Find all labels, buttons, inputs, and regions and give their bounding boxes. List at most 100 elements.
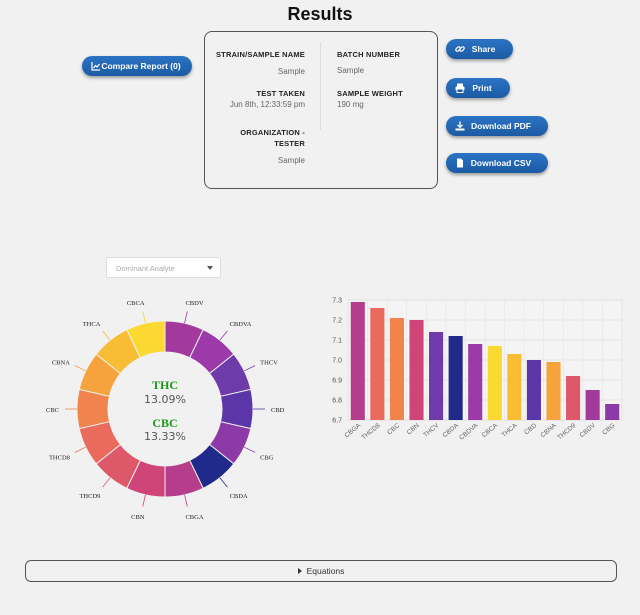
x-tick-label-thcd9: THCD9 [556, 422, 577, 442]
x-tick-label-cbca: CBCA [481, 422, 500, 439]
y-tick-label: 7.2 [332, 318, 342, 325]
download-csv-label: Download CSV [470, 158, 532, 168]
x-tick-label-cbdva: CBDVA [458, 422, 480, 442]
sample-weight-value: 190 mg [337, 100, 364, 109]
dominant-analyte-select[interactable]: Dominant Analyte [106, 257, 221, 278]
x-tick-label-cbga: CBGA [343, 422, 362, 440]
x-tick-label-thca: THCA [501, 422, 520, 439]
batch-value: Sample [337, 66, 365, 75]
bar-cbdv[interactable] [585, 390, 600, 420]
printer-icon [455, 83, 465, 93]
donut-label-cbdva: CBDVA [230, 321, 252, 328]
donut-leader-thca [102, 330, 111, 341]
x-tick-label-cbd: CBD [523, 422, 538, 436]
donut-leader-cbca [142, 311, 146, 324]
x-tick-label-cbdv: CBDV [579, 422, 598, 439]
donut-label-thcd8: THCD8 [49, 455, 70, 462]
batch-label: BATCH NUMBER [337, 50, 401, 59]
page-title: Results [287, 4, 353, 24]
donut-leader-cbdv [184, 311, 188, 324]
bar-cbda[interactable] [448, 336, 463, 420]
donut-leader-cbdva [219, 330, 228, 341]
donut-leader-thcd8 [74, 446, 86, 453]
bar-thcv[interactable] [429, 332, 444, 420]
analyte-donut-chart: CBDV CBDVA THCV CBD CBG CBDA CBGA CBN THCD9 THCD8… [46, 300, 285, 521]
bar-thcd9[interactable] [566, 376, 581, 420]
donut-label-cbna: CBNA [52, 359, 70, 366]
donut-label-thcd9: THCD9 [79, 493, 100, 500]
organization-label-line2: TESTER [274, 139, 305, 148]
info-divider [320, 42, 321, 130]
bar-cbn[interactable] [409, 320, 424, 420]
donut-label-cbga: CBGA [185, 514, 203, 521]
donut-leader-cbga [184, 494, 188, 507]
x-tick-label-thcd8: THCD8 [361, 422, 382, 442]
x-tick-label-cbc: CBC [386, 422, 401, 436]
donut-label-cbn: CBN [131, 514, 145, 521]
y-tick-label: 7.1 [332, 338, 342, 345]
download-csv-button[interactable]: Download CSV [446, 153, 548, 173]
y-tick-label: 7.0 [332, 358, 342, 365]
donut-leader-cbg [244, 446, 256, 453]
download-icon [455, 121, 465, 131]
download-pdf-label: Download PDF [471, 121, 531, 131]
donut-segment-cbca[interactable] [126, 320, 166, 359]
center-name-2: CBC [152, 416, 177, 430]
center-value-1: 13.09% [144, 393, 186, 406]
x-tick-label-thcv: THCV [422, 422, 441, 439]
bar-cbd[interactable] [526, 360, 541, 420]
center-name-1: THC [152, 378, 178, 392]
dominant-analyte-placeholder: Dominant Analyte [116, 264, 175, 273]
equations-toggle[interactable]: Equations [25, 560, 617, 582]
bar-thcd8[interactable] [370, 308, 385, 420]
organization-label-line1: ORGANIZATION - [240, 128, 305, 137]
x-tick-label-cbg: CBG [601, 422, 616, 436]
link-icon [455, 46, 465, 52]
y-tick-label: 7.3 [332, 298, 342, 305]
x-tick-label-cbn: CBN [406, 422, 421, 436]
sample-weight-label: SAMPLE WEIGHT [337, 89, 403, 98]
donut-label-thca: THCA [83, 321, 101, 328]
y-tick-label: 6.7 [332, 418, 342, 425]
compare-report-label: Compare Report (0) [101, 61, 181, 71]
donut-leader-thcd9 [102, 477, 111, 488]
strain-label: STRAIN/SAMPLE NAME [215, 50, 305, 59]
donut-label-cbd: CBD [271, 407, 285, 414]
donut-label-cbg: CBG [260, 455, 274, 462]
sample-info-panel: STRAIN/SAMPLE NAME Sample BATCH NUMBER S… [204, 31, 438, 189]
chart-icon [91, 62, 100, 71]
download-pdf-button[interactable]: Download PDF [446, 116, 548, 136]
y-tick-label: 6.9 [332, 378, 342, 385]
organization-value: Sample [277, 156, 305, 165]
bar-cbdva[interactable] [468, 344, 483, 420]
caret-right-icon [297, 568, 302, 574]
y-tick-label: 6.8 [332, 398, 342, 405]
donut-leader-cbna [74, 365, 86, 372]
donut-leader-cbda [219, 477, 228, 488]
bar-cbna[interactable] [546, 362, 561, 420]
compare-report-button[interactable]: Compare Report (0) [82, 56, 192, 76]
equations-label: Equations [306, 566, 345, 576]
test-taken-value: Jun 8th, 12:33:59 pm [229, 100, 305, 109]
bar-cbca[interactable] [487, 346, 502, 420]
strain-value: Sample [277, 67, 305, 76]
share-label: Share [471, 44, 496, 54]
donut-label-cbca: CBCA [127, 300, 145, 307]
donut-label-cbda: CBDA [230, 493, 248, 500]
print-button[interactable]: Print [446, 78, 510, 98]
donut-leader-thcv [244, 365, 256, 372]
bar-cbg[interactable] [605, 404, 620, 420]
donut-leader-cbn [142, 494, 146, 507]
donut-label-thcv: THCV [260, 359, 278, 366]
file-icon [457, 158, 463, 168]
donut-label-cbc: CBC [46, 407, 59, 414]
bar-cbga[interactable] [350, 302, 365, 420]
center-value-2: 13.33% [144, 430, 186, 443]
bar-thca[interactable] [507, 354, 522, 420]
test-taken-label: TEST TAKEN [256, 89, 305, 98]
share-button[interactable]: Share [446, 39, 513, 59]
bar-cbc[interactable] [389, 318, 404, 420]
chevron-down-icon [207, 266, 213, 270]
donut-label-cbdv: CBDV [185, 300, 203, 307]
